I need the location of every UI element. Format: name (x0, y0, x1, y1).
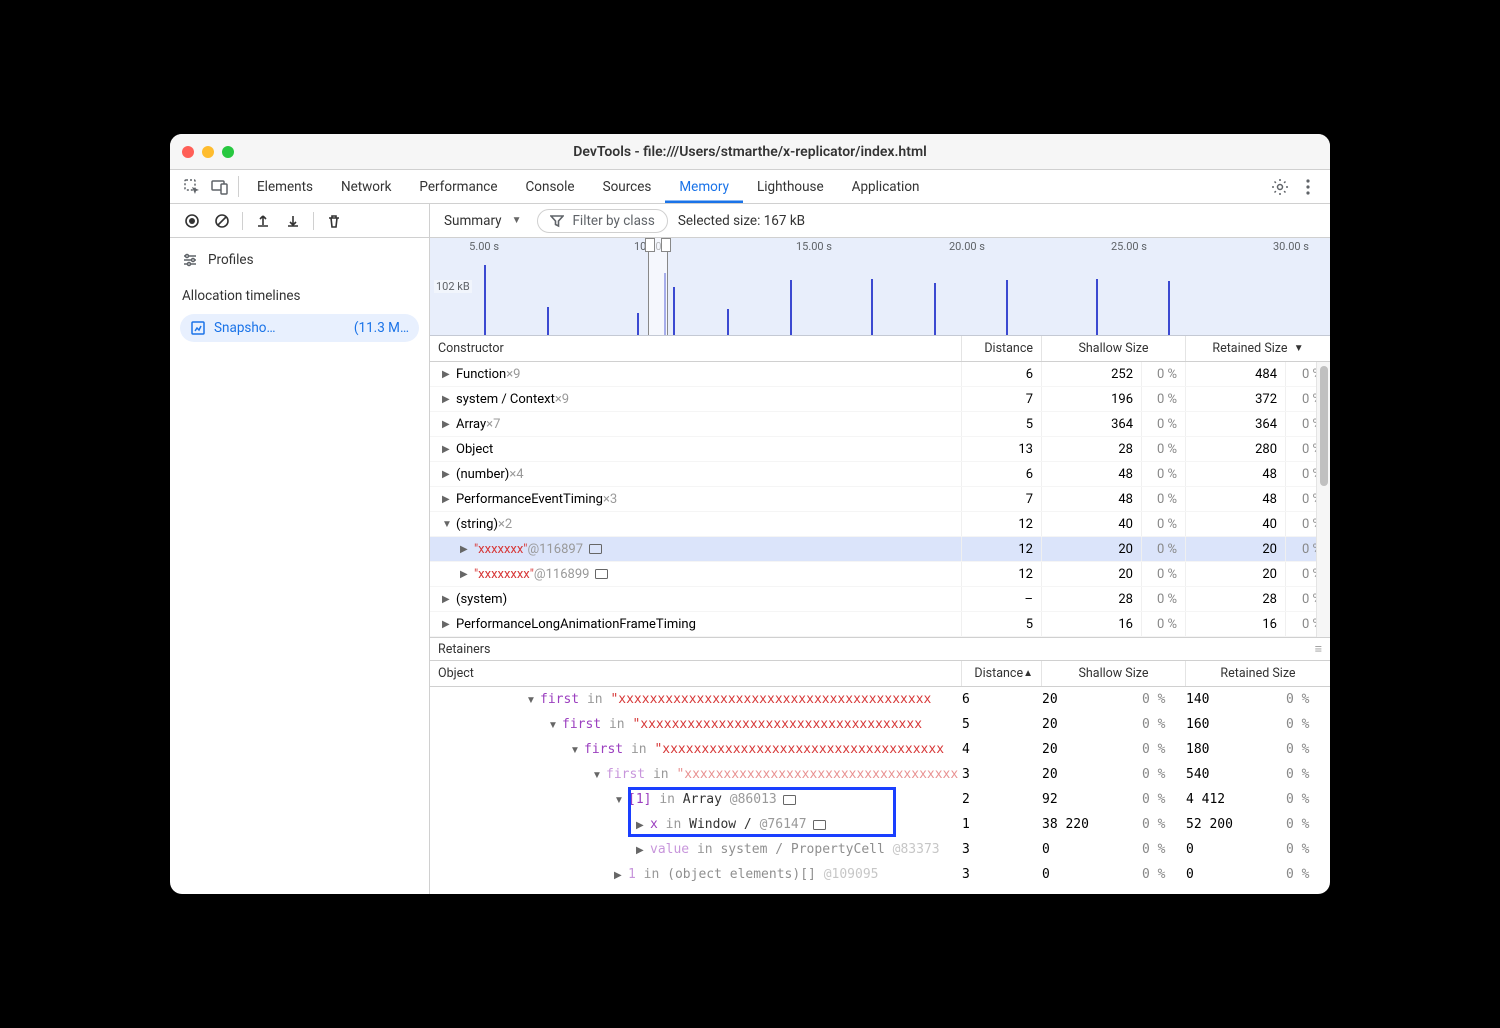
constructor-row[interactable]: ▶Array ×753640 %3640 % (430, 412, 1330, 437)
col-distance[interactable]: Distance (962, 336, 1042, 361)
sliders-icon (182, 252, 198, 268)
retainers-header-bar: Retainers ≡ (430, 637, 1330, 661)
memory-toolbar: Summary ▼ Filter by class Selected size:… (170, 204, 1330, 238)
device-toggle-icon[interactable] (206, 170, 234, 203)
snapshot-icon (190, 320, 206, 336)
save-icon[interactable] (279, 207, 307, 235)
tab-lighthouse[interactable]: Lighthouse (743, 170, 838, 203)
col-constructor[interactable]: Constructor (430, 336, 962, 361)
tab-sources[interactable]: Sources (589, 170, 666, 203)
constructor-row[interactable]: ▶PerformanceEventTiming ×37480 %480 % (430, 487, 1330, 512)
constructor-row[interactable]: ▶PerformanceLongAnimationFrameTiming5160… (430, 612, 1330, 637)
constructor-row[interactable]: ▶(system)–280 %280 % (430, 587, 1330, 612)
constructors-body[interactable]: ▶Function ×962520 %4840 %▶system / Conte… (430, 362, 1330, 637)
sidebar-section-label: Allocation timelines (170, 274, 429, 312)
settings-icon[interactable] (1266, 170, 1294, 203)
more-icon[interactable] (1294, 170, 1322, 203)
minimize-icon[interactable] (202, 146, 214, 158)
retainer-row[interactable]: ▼first in "xxxxxxxxxxxxxxxxxxxxxxxxxxxxx… (430, 712, 1330, 737)
filter-icon (550, 214, 564, 228)
record-icon[interactable] (178, 207, 206, 235)
snapshot-item[interactable]: Snapsho… (11.3 M… (180, 314, 419, 342)
class-filter-input[interactable]: Filter by class (537, 209, 667, 233)
panel-tabs: ElementsNetworkPerformanceConsoleSources… (170, 170, 1330, 204)
retainer-row[interactable]: ▶1 in (object elements)[] @109095300 %00… (430, 862, 1330, 887)
tab-performance[interactable]: Performance (405, 170, 511, 203)
col-retained[interactable]: Retained Size ▼ (1186, 336, 1330, 361)
constructors-header: Constructor Distance Shallow Size Retain… (430, 336, 1330, 362)
constructor-row[interactable]: ▶system / Context ×971960 %3720 % (430, 387, 1330, 412)
window-title: DevTools - file:///Users/stmarthe/x-repl… (170, 144, 1330, 160)
profiles-sidebar: Profiles Allocation timelines Snapsho… (… (170, 238, 430, 894)
view-mode-label: Summary (444, 213, 502, 229)
col-retained[interactable]: Retained Size (1186, 661, 1330, 686)
constructor-row[interactable]: ▶"xxxxxxx" @11689712200 %200 % (430, 537, 1330, 562)
snapshot-name: Snapsho… (214, 320, 346, 336)
filter-placeholder: Filter by class (572, 213, 654, 229)
constructor-row[interactable]: ▶Function ×962520 %4840 % (430, 362, 1330, 387)
tab-network[interactable]: Network (327, 170, 405, 203)
retainer-row[interactable]: ▼first in "xxxxxxxxxxxxxxxxxxxxxxxxxxxxx… (430, 762, 1330, 787)
retainers-header: Object Distance▲ Shallow Size Retained S… (430, 661, 1330, 687)
titlebar: DevTools - file:///Users/stmarthe/x-repl… (170, 134, 1330, 170)
constructor-row[interactable]: ▶(number) ×46480 %480 % (430, 462, 1330, 487)
retainer-row[interactable]: ▼first in "xxxxxxxxxxxxxxxxxxxxxxxxxxxxx… (430, 737, 1330, 762)
view-mode-select[interactable]: Summary ▼ (438, 213, 527, 229)
main-panel: 102 kB 5.00 s10.00 s15.00 s20.00 s25.00 … (430, 238, 1330, 894)
load-icon[interactable] (249, 207, 277, 235)
allocation-timeline[interactable]: 102 kB 5.00 s10.00 s15.00 s20.00 s25.00 … (430, 238, 1330, 336)
selected-size-label: Selected size: 167 kB (678, 213, 805, 229)
retainers-menu-icon[interactable]: ≡ (1315, 642, 1322, 657)
snapshot-size: (11.3 M… (354, 320, 409, 336)
constructor-row[interactable]: ▼(string) ×212400 %400 % (430, 512, 1330, 537)
close-icon[interactable] (182, 146, 194, 158)
retainer-row[interactable]: ▼[1] in Array @860132920 %4 4120 % (430, 787, 1330, 812)
retainers-title: Retainers (438, 642, 490, 657)
col-shallow[interactable]: Shallow Size (1042, 336, 1186, 361)
maximize-icon[interactable] (222, 146, 234, 158)
retainers-body[interactable]: ▼first in "xxxxxxxxxxxxxxxxxxxxxxxxxxxxx… (430, 687, 1330, 887)
col-shallow[interactable]: Shallow Size (1042, 661, 1186, 686)
clear-icon[interactable] (208, 207, 236, 235)
tab-elements[interactable]: Elements (243, 170, 327, 203)
timeline-y-label: 102 kB (434, 280, 472, 293)
profiles-label: Profiles (208, 252, 254, 268)
retainer-row[interactable]: ▶x in Window / @76147138 2200 %52 2000 % (430, 812, 1330, 837)
inspect-icon[interactable] (178, 170, 206, 203)
retainer-row[interactable]: ▶value in system / PropertyCell @8337330… (430, 837, 1330, 862)
gc-icon[interactable] (320, 207, 348, 235)
tab-memory[interactable]: Memory (665, 170, 743, 203)
constructor-row[interactable]: ▶"xxxxxxxx" @11689912200 %200 % (430, 562, 1330, 587)
constructor-row[interactable]: ▶Object13280 %2800 % (430, 437, 1330, 462)
tab-application[interactable]: Application (838, 170, 934, 203)
devtools-window: DevTools - file:///Users/stmarthe/x-repl… (170, 134, 1330, 894)
tab-console[interactable]: Console (512, 170, 589, 203)
col-object[interactable]: Object (430, 661, 962, 686)
window-controls (182, 146, 234, 158)
col-distance[interactable]: Distance▲ (962, 661, 1042, 686)
retainer-row[interactable]: ▼first in "xxxxxxxxxxxxxxxxxxxxxxxxxxxxx… (430, 687, 1330, 712)
chevron-down-icon: ▼ (512, 215, 522, 226)
